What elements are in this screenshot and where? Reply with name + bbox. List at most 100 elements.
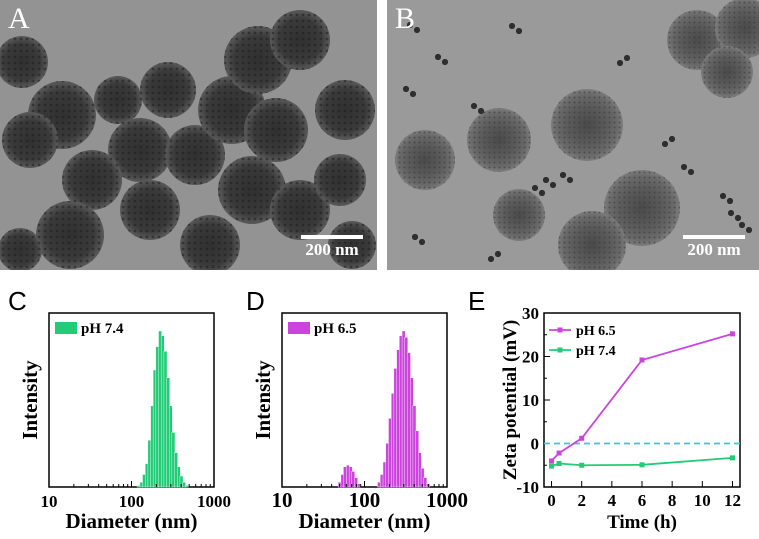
aggregate-dot <box>539 190 545 196</box>
nanoparticle-texture <box>244 98 308 162</box>
aggregate-dot <box>720 193 726 199</box>
histogram-bar <box>356 483 361 488</box>
x-tick-label: 2 <box>577 491 586 510</box>
aggregate-dot <box>728 210 734 216</box>
aggregate-dot <box>509 23 515 29</box>
panel-label-d: D <box>246 286 265 316</box>
nanoparticle-texture <box>604 170 680 246</box>
aggregate-dot <box>739 222 745 228</box>
x-tick-label: 100 <box>349 488 381 512</box>
aggregate-dot <box>746 227 752 233</box>
nanoparticle-texture <box>0 36 48 88</box>
legend-label: pH 6.5 <box>576 324 616 339</box>
line-chart-e: -10 0 10 20 30 0 2 4 6 8 10 12 Time (h) Zeta potentia… <box>500 304 741 533</box>
nanoparticle-texture <box>701 46 753 98</box>
data-point <box>729 331 735 337</box>
aggregate-dot <box>681 164 687 170</box>
data-point <box>556 450 562 456</box>
scale-bar-line <box>301 235 363 239</box>
data-point <box>549 463 555 469</box>
aggregate-dot <box>560 172 566 178</box>
nanoparticle-texture <box>62 150 122 210</box>
data-point <box>579 435 585 441</box>
nanoparticle-texture <box>108 118 172 182</box>
aggregate-dot <box>735 215 741 221</box>
aggregate-dot <box>471 103 477 109</box>
nanoparticle-texture <box>315 80 375 140</box>
aggregate-dot <box>669 136 675 142</box>
y-tick-label: -10 <box>516 478 539 497</box>
x-tick-label: 4 <box>608 491 617 510</box>
aggregate-dot <box>567 177 573 183</box>
panel-label-b: B <box>395 2 416 35</box>
legend-swatch <box>288 322 310 334</box>
nanoparticle-texture <box>180 215 240 270</box>
aggregate-dot <box>662 141 668 147</box>
legend-label: pH 6.5 <box>314 321 357 337</box>
x-tick-label: 1000 <box>197 492 231 511</box>
aggregate-dot <box>495 251 501 257</box>
scale-bar-a: 200 nm <box>301 235 363 260</box>
nanoparticle-texture <box>36 201 104 269</box>
legend-marker <box>557 327 563 333</box>
scale-bar-label-a: 200 nm <box>305 240 359 259</box>
legend-label: pH 7.4 <box>576 344 616 359</box>
nanoparticle-texture <box>2 112 58 168</box>
tem-image-b: B 200 nm <box>387 0 759 270</box>
panel-label-c: C <box>8 286 27 316</box>
nanoparticle-texture <box>140 62 196 118</box>
x-axis-title: Diameter (nm) <box>66 509 198 533</box>
aggregate-dot <box>435 54 441 60</box>
data-point <box>556 461 562 467</box>
data-point <box>729 455 735 461</box>
data-point <box>549 458 555 464</box>
aggregate-dot <box>442 59 448 65</box>
data-point <box>639 357 645 363</box>
histogram-bar <box>426 483 430 488</box>
aggregate-dot <box>419 239 425 245</box>
aggregate-dot <box>727 198 733 204</box>
aggregate-dot <box>478 108 484 114</box>
nanoparticle-texture <box>165 125 225 185</box>
legend-marker <box>557 347 563 353</box>
nanoparticle-texture <box>715 0 759 58</box>
x-tick-label: 8 <box>668 491 677 510</box>
aggregate-dot <box>410 91 416 97</box>
data-point <box>579 462 585 468</box>
nanoparticle-texture <box>558 211 626 270</box>
panel-label-e: E <box>468 286 486 316</box>
aggregate-dot <box>543 177 549 183</box>
panel-label-a: A <box>8 2 30 35</box>
aggregate-dot <box>407 22 413 28</box>
plot-frame <box>543 312 741 488</box>
legend-label: pH 7.4 <box>81 321 124 337</box>
legend-swatch <box>55 322 77 334</box>
y-axis-title: Intensity <box>251 360 275 440</box>
y-tick-label: 0 <box>531 435 540 454</box>
y-tick-label: 10 <box>522 391 539 410</box>
aggregate-dot <box>688 169 694 175</box>
nanoparticle-texture <box>0 228 42 270</box>
x-axis-title: Time (h) <box>607 512 677 533</box>
x-tick-label: 0 <box>547 491 556 510</box>
aggregate-dot <box>617 60 623 66</box>
nanoparticle-texture <box>328 221 376 269</box>
aggregate-dot <box>488 256 494 262</box>
aggregate-dot <box>412 234 418 240</box>
y-axis-title: Zeta potential (mV) <box>500 320 521 480</box>
tem-micrograph-a <box>0 0 377 270</box>
nanoparticle-texture <box>395 130 455 190</box>
nanoparticle-texture <box>94 76 142 124</box>
tem-micrograph-b <box>387 0 759 270</box>
histogram-bar <box>185 485 189 488</box>
nanoparticle-texture <box>551 89 623 161</box>
histogram-bar <box>343 466 347 488</box>
y-tick-label: 30 <box>522 304 539 323</box>
nanoparticle-texture <box>270 180 330 240</box>
y-tick-label: 20 <box>522 348 539 367</box>
y-axis-title: Intensity <box>18 360 42 440</box>
aggregate-dot <box>532 185 538 191</box>
nanoparticle-texture <box>314 154 366 206</box>
